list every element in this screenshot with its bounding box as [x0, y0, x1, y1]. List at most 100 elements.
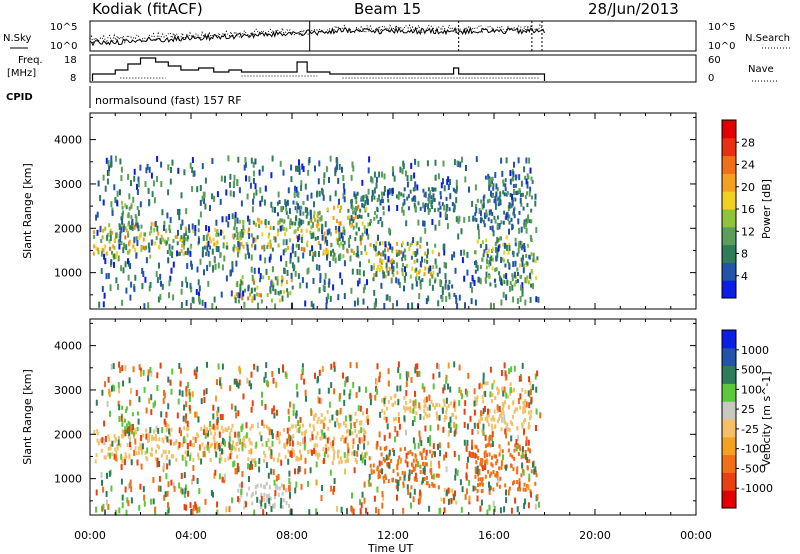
data-cell — [480, 210, 482, 217]
data-cell — [177, 229, 179, 236]
data-cell — [457, 233, 460, 240]
data-cell — [323, 416, 326, 421]
data-cell — [500, 413, 503, 418]
data-cell — [211, 193, 214, 200]
data-cell — [284, 199, 287, 206]
data-cell — [237, 496, 240, 503]
data-cell — [506, 190, 509, 195]
data-cell — [404, 408, 407, 413]
data-cell — [225, 506, 228, 513]
data-cell — [268, 429, 271, 436]
data-cell — [460, 506, 463, 513]
data-cell — [511, 193, 513, 200]
data-cell — [442, 244, 445, 251]
data-cell — [128, 455, 131, 460]
data-cell — [239, 292, 242, 297]
station-title: Kodiak (fitACF) — [92, 0, 203, 18]
data-cell — [356, 299, 359, 306]
data-cell — [350, 287, 353, 294]
data-cell — [329, 441, 332, 446]
data-cell — [288, 478, 291, 485]
data-cell — [260, 504, 263, 509]
data-cell — [198, 285, 201, 292]
data-cell — [485, 265, 488, 270]
data-cell — [324, 250, 327, 255]
data-cell — [504, 183, 507, 188]
data-cell — [419, 244, 422, 249]
data-cell — [190, 263, 193, 270]
data-cell — [491, 435, 494, 442]
data-cell — [214, 228, 217, 232]
data-cell — [527, 439, 530, 446]
data-cell — [248, 486, 251, 491]
data-cell — [292, 243, 294, 250]
data-cell — [413, 488, 416, 495]
data-cell — [118, 507, 121, 514]
data-cell — [529, 186, 532, 193]
data-cell — [352, 225, 355, 230]
data-cell — [118, 404, 121, 411]
data-cell — [396, 262, 399, 269]
data-cell — [242, 220, 245, 225]
data-cell — [311, 431, 314, 436]
data-cell — [490, 399, 493, 403]
data-cell — [209, 444, 212, 449]
data-cell — [525, 253, 528, 258]
data-cell — [186, 420, 189, 427]
data-cell — [194, 503, 197, 510]
data-cell — [111, 230, 114, 235]
data-cell — [453, 203, 456, 208]
data-cell — [362, 433, 365, 437]
data-cell — [169, 229, 172, 234]
nsearch-trace — [89, 23, 545, 45]
data-cell — [111, 210, 114, 216]
data-cell — [104, 455, 107, 460]
data-cell — [510, 217, 513, 222]
data-cell — [237, 156, 240, 163]
data-cell — [331, 414, 334, 421]
data-cell — [480, 458, 483, 464]
data-cell — [419, 413, 422, 420]
data-cell — [287, 434, 290, 440]
data-cell — [454, 428, 457, 435]
data-cell — [412, 237, 415, 244]
data-cell — [152, 436, 155, 441]
data-cell — [491, 212, 494, 216]
data-cell — [276, 430, 279, 437]
data-cell — [413, 172, 416, 179]
data-cell — [135, 236, 138, 241]
data-cell — [496, 215, 499, 220]
data-cell — [355, 193, 358, 200]
data-cell — [318, 264, 321, 271]
data-cell — [272, 266, 274, 273]
data-cell — [251, 492, 254, 496]
data-cell — [391, 246, 394, 251]
data-cell — [522, 487, 525, 492]
data-cell — [488, 198, 491, 203]
data-cell — [200, 458, 203, 465]
data-cell — [234, 220, 237, 227]
data-cell — [257, 422, 260, 429]
data-cell — [327, 387, 330, 394]
noise-tick-bottom-left: 10^0 — [50, 41, 77, 52]
data-cell — [283, 219, 286, 224]
data-cell — [503, 506, 506, 513]
data-cell — [424, 266, 427, 271]
data-cell — [370, 468, 373, 473]
data-cell — [267, 234, 270, 239]
data-cell — [92, 251, 95, 256]
data-cell — [155, 271, 158, 277]
data-cell — [519, 393, 522, 400]
data-cell — [168, 224, 171, 231]
data-cell — [518, 375, 521, 382]
data-cell — [185, 237, 187, 242]
data-cell — [445, 204, 448, 211]
data-cell — [442, 178, 444, 185]
data-cell — [518, 210, 521, 215]
data-cell — [160, 280, 162, 287]
data-cell — [241, 471, 244, 478]
data-cell — [333, 388, 336, 395]
data-cell — [186, 427, 189, 431]
data-cell — [304, 457, 307, 464]
data-cell — [118, 416, 121, 422]
